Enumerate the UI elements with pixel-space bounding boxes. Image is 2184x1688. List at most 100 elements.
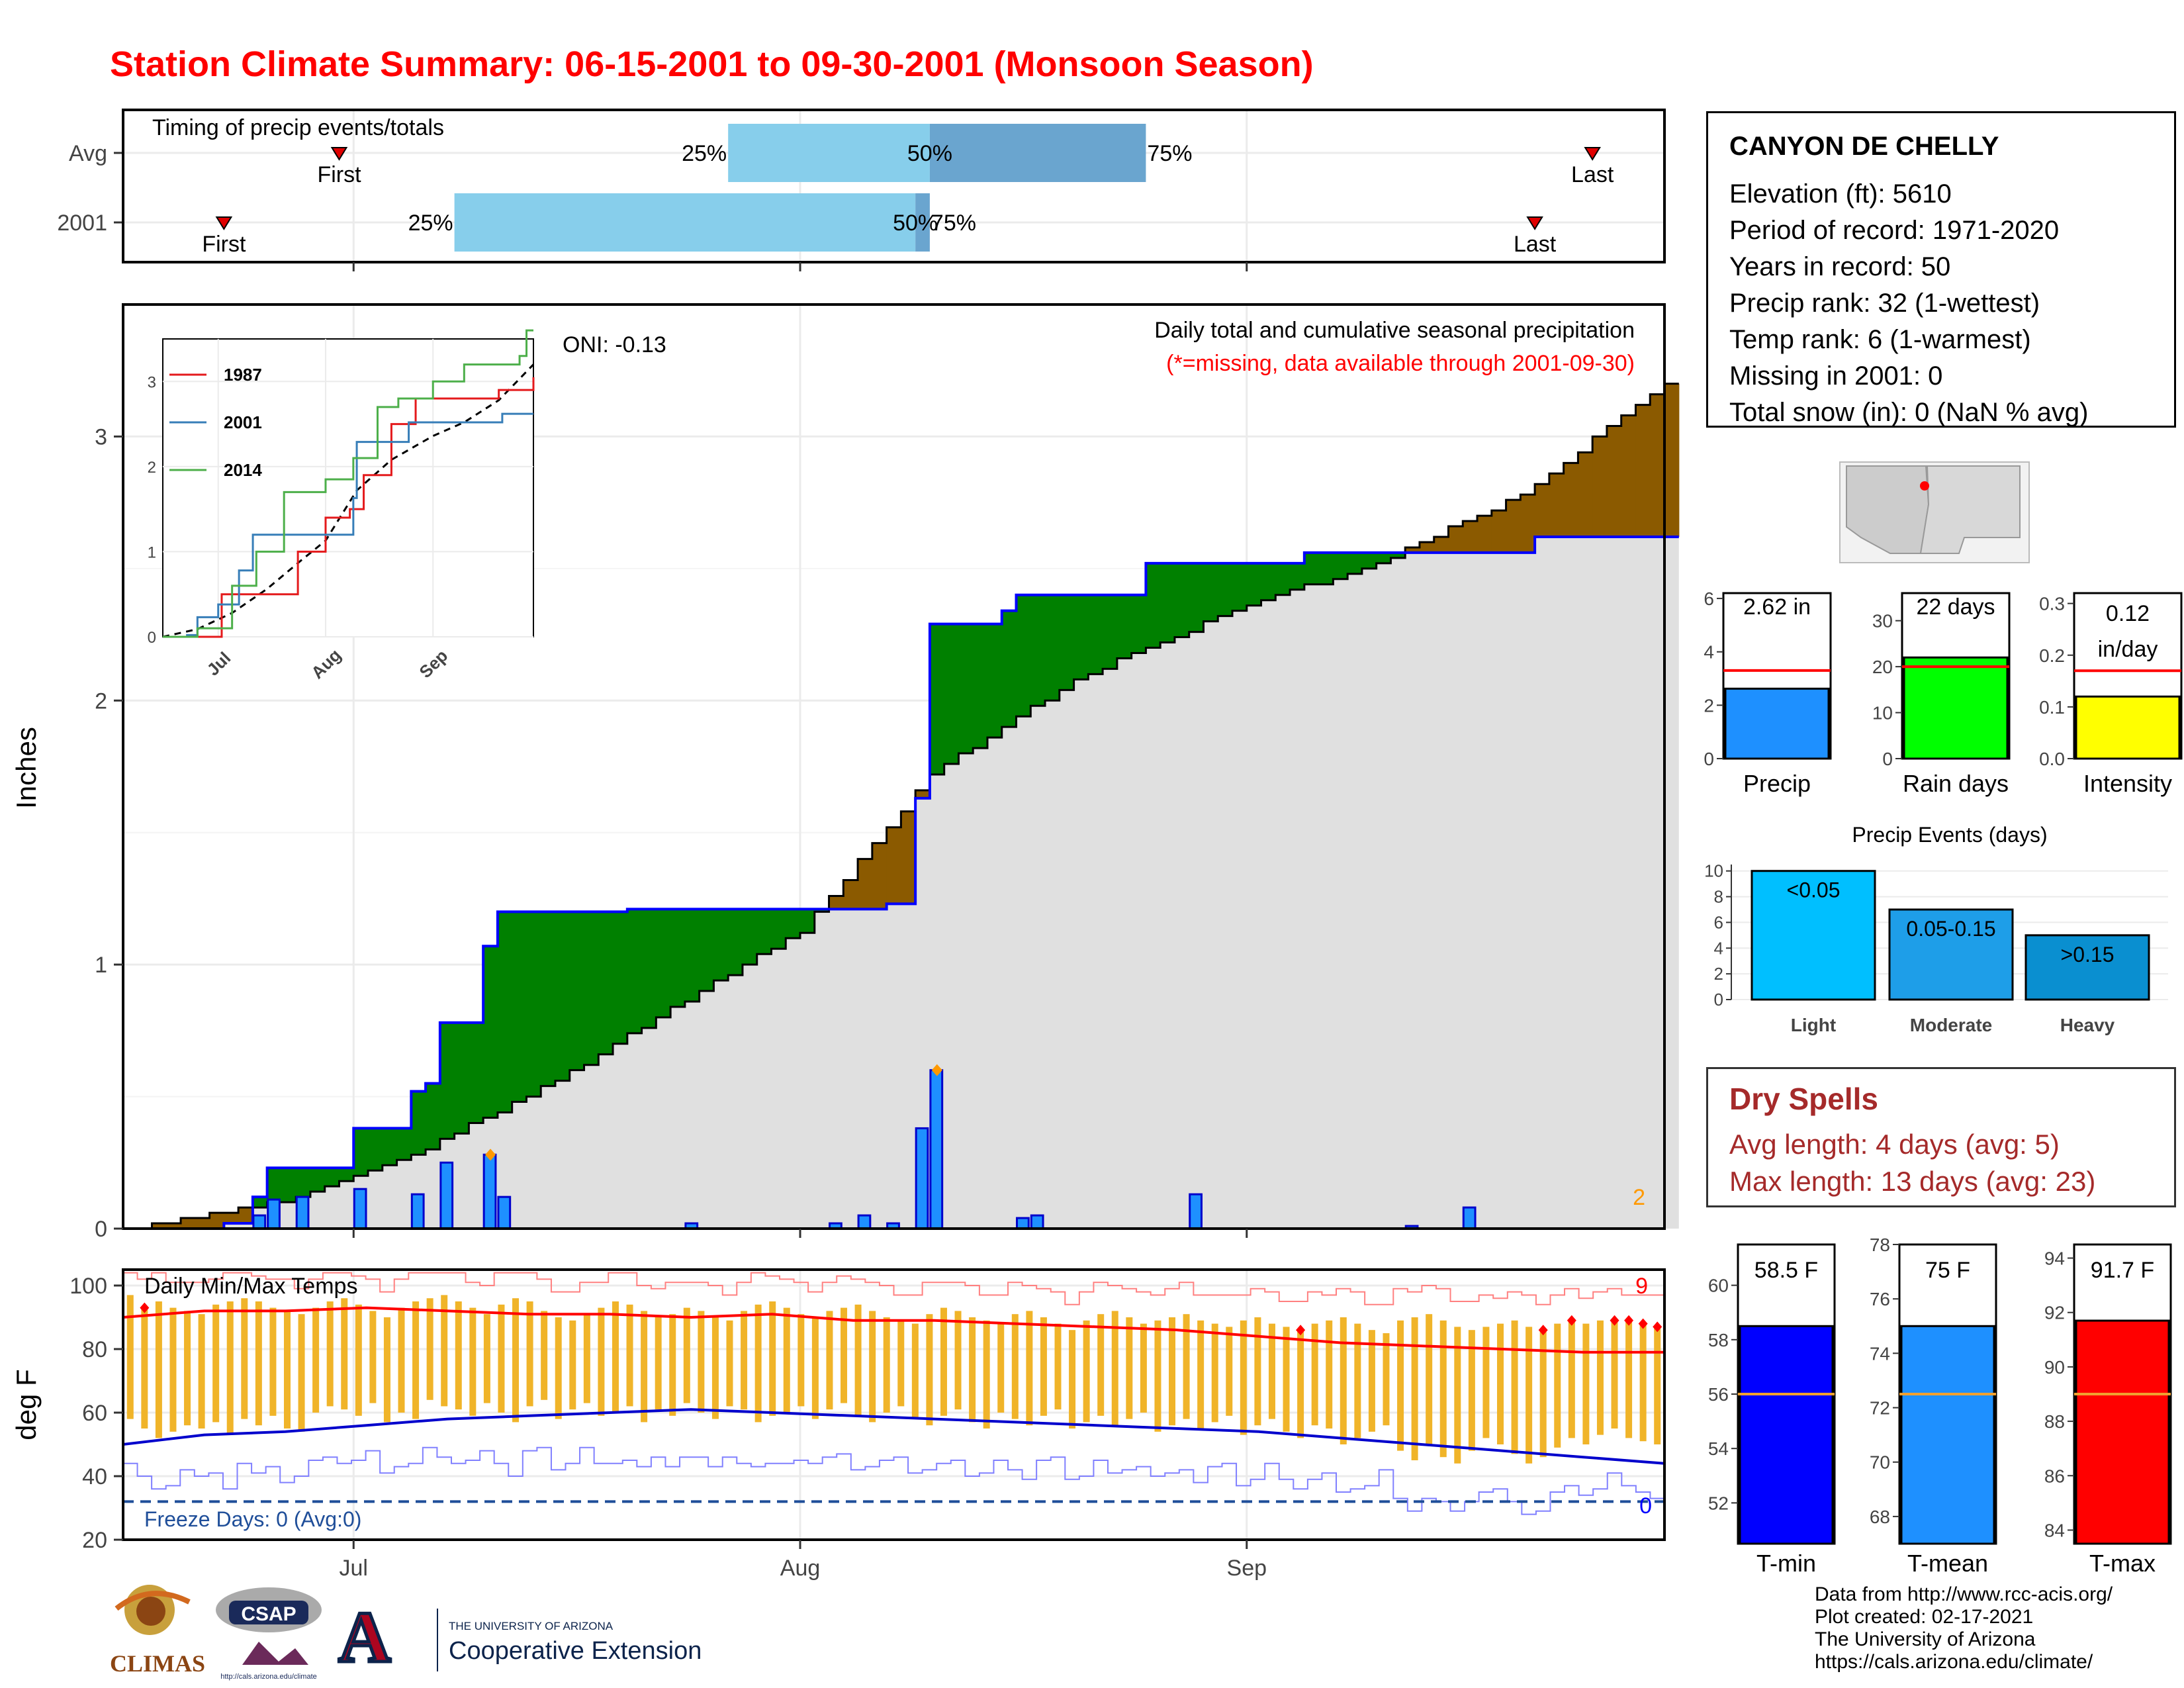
events-bar xyxy=(2025,934,2150,1001)
temp-daily-range-bar xyxy=(1283,1327,1290,1432)
inset-ytick-label: 0 xyxy=(148,629,156,647)
dry-spells-avg: Avg length4 days5 xyxy=(1729,1126,2153,1163)
precip-above-avg-fill xyxy=(426,1083,441,1150)
summary-precip-category-label: Rain days xyxy=(1903,770,2009,797)
temp-ytick-label: 40 xyxy=(82,1464,107,1489)
summary-temp-category-label: T-min xyxy=(1756,1550,1816,1577)
temp-record-marker xyxy=(1638,1318,1648,1329)
temp-daily-range-bar xyxy=(1083,1320,1090,1423)
temp-ytick-label: 60 xyxy=(82,1401,107,1426)
dry-max-label: Max length xyxy=(1729,1166,1881,1197)
temp-daily-range-bar xyxy=(1439,1320,1447,1458)
temp-daily-range-bar xyxy=(169,1307,177,1432)
precip-below-avg-fill xyxy=(1563,463,1579,537)
temp-record-marker xyxy=(1610,1315,1619,1326)
precip-below-avg-fill xyxy=(886,827,901,904)
sponsor-logos: CLIMAS CSAP http://cals.arizona.edu/clim… xyxy=(110,1585,702,1681)
summary-temp-ytick-label: 88 xyxy=(2044,1411,2065,1432)
precip-above-avg-fill xyxy=(252,1197,268,1208)
temp-daily-range-bar xyxy=(1140,1323,1147,1413)
timing-bar-q50-q75 xyxy=(915,193,930,252)
precip-above-avg-fill xyxy=(713,909,729,981)
summary-temp-ytick-label: 68 xyxy=(1870,1507,1890,1527)
precip-below-avg-fill xyxy=(1535,484,1550,537)
precip-above-avg-fill xyxy=(1146,563,1161,648)
precip-above-avg-fill xyxy=(1030,594,1046,706)
precip-above-avg-fill xyxy=(1290,563,1305,590)
summary-temp-ytick-label: 86 xyxy=(2044,1466,2065,1486)
precip-above-avg-fill xyxy=(569,912,585,1070)
events-category-label: Light xyxy=(1791,1015,1836,1035)
temp-daily-range-bar xyxy=(754,1304,762,1423)
inset-ytick-label: 2 xyxy=(148,459,156,477)
temp-daily-range-bar xyxy=(1054,1323,1062,1410)
precip-below-avg-fill xyxy=(181,1218,196,1229)
precip-above-avg-fill xyxy=(1318,552,1334,585)
temp-daily-range-bar xyxy=(783,1307,790,1413)
precip-above-avg-fill xyxy=(656,909,671,1017)
station-info-label: Elevation (ft) xyxy=(1729,179,1893,209)
precip-above-avg-fill xyxy=(742,909,758,965)
temp-daily-range-bar xyxy=(241,1298,248,1419)
precip-daily-bar xyxy=(1189,1193,1203,1230)
precip-below-avg-fill xyxy=(1463,521,1478,553)
timing-label-q75: 75% xyxy=(1147,141,1192,166)
temp-daily-range-bar xyxy=(326,1301,334,1407)
precip-below-avg-fill xyxy=(1664,383,1680,537)
temp-daily-range-bar xyxy=(1582,1323,1590,1444)
precip-above-avg-fill xyxy=(324,1168,340,1187)
temp-daily-range-bar xyxy=(555,1317,562,1419)
precip-below-avg-fill xyxy=(1477,516,1492,553)
timing-row-label: Avg xyxy=(69,141,107,166)
dry-spells-title: Dry Spells xyxy=(1729,1082,1878,1116)
summary-precip-bar xyxy=(2075,695,2181,760)
temp-daily-range-bar xyxy=(1539,1330,1547,1458)
inset-panel xyxy=(162,338,534,637)
temp-daily-range-bar xyxy=(412,1301,420,1419)
summary-precip-ytick-label: 0 xyxy=(1704,749,1714,769)
precip-above-avg-fill xyxy=(987,624,1003,738)
temp-daily-range-bar xyxy=(1311,1323,1318,1426)
precip-below-avg-fill xyxy=(1448,526,1463,553)
precip-below-avg-fill xyxy=(1433,536,1449,553)
precip-above-avg-fill xyxy=(786,909,801,939)
summary-precip-ytick-label: 2 xyxy=(1704,695,1714,716)
station-info-line: Temp rank6 (1-warmest) xyxy=(1729,322,2153,358)
temp-daily-range-bar xyxy=(1596,1320,1604,1435)
events-category-label: Heavy xyxy=(2060,1015,2115,1035)
summary-temp-ytick-label: 60 xyxy=(1708,1276,1729,1296)
precip-extreme-marker xyxy=(931,1064,942,1076)
temp-ytick-label: 20 xyxy=(82,1528,107,1553)
temp-daily-range-bar xyxy=(1468,1330,1475,1451)
temp-daily-range-bar xyxy=(126,1295,134,1419)
precip-above-avg-fill xyxy=(944,624,960,765)
precip-above-avg-fill xyxy=(1203,563,1218,622)
temp-xtick-label: Aug xyxy=(780,1556,821,1581)
temp-avg-max-line xyxy=(122,1306,1664,1354)
station-info-line: Missing in 20010 xyxy=(1729,358,2153,395)
precip-above-avg-fill xyxy=(1088,594,1103,675)
ua-logo-line2: Cooperative Extension xyxy=(449,1637,702,1665)
station-location-marker xyxy=(1920,481,1929,491)
precip-above-avg-fill xyxy=(1304,552,1320,585)
precip-below-avg-fill xyxy=(1650,394,1665,537)
temp-daily-range-bar xyxy=(698,1311,705,1413)
timing-row-label: 2001 xyxy=(57,211,107,236)
inset-legend-label: 2001 xyxy=(224,412,262,432)
precip-below-avg-fill xyxy=(1419,541,1435,553)
temp-daily-range-bar xyxy=(1568,1320,1575,1438)
precip-below-avg-fill xyxy=(1592,436,1608,537)
temp-ytick-label: 100 xyxy=(69,1274,107,1299)
temp-daily-range-bar xyxy=(355,1304,362,1416)
precip-above-avg-fill xyxy=(1059,594,1075,690)
summary-temp-category-label: T-mean xyxy=(1907,1550,1988,1577)
precip-above-avg-fill xyxy=(497,912,513,1113)
summary-precip-ytick-label: 0.1 xyxy=(2039,697,2065,718)
precip-above-avg-fill xyxy=(296,1168,311,1197)
temp-daily-range-bar xyxy=(255,1301,262,1426)
precip-above-avg-fill xyxy=(1131,594,1147,653)
temp-ylabel: deg F xyxy=(11,1369,42,1440)
temp-ytick-label: 80 xyxy=(82,1337,107,1362)
temp-daily-range-bar xyxy=(1454,1327,1461,1464)
temp-daily-range-bar xyxy=(826,1311,833,1410)
